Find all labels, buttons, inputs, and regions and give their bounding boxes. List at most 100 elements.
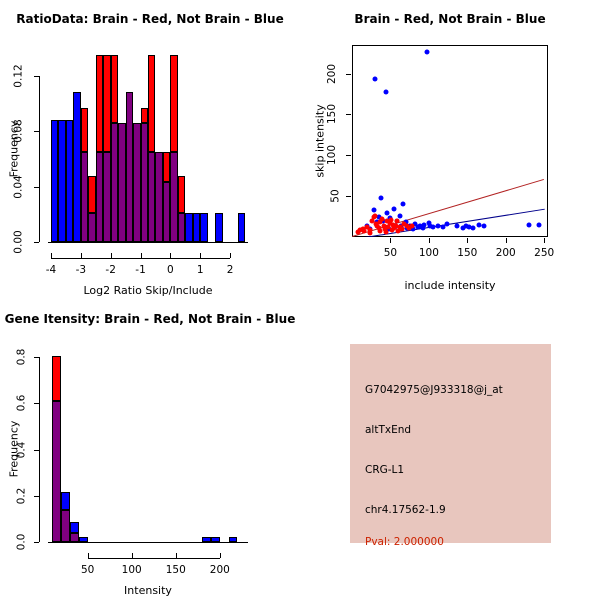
scatter-point (383, 89, 389, 95)
scatter-point (377, 219, 383, 225)
x-axis-tick (219, 553, 221, 558)
probe-id-text: G7042975@J933318@j_at (365, 384, 503, 396)
histogram-bar (200, 212, 208, 242)
histogram-bar (118, 122, 126, 242)
histogram-bar (58, 120, 66, 242)
histogram-bar (148, 55, 156, 152)
x-axis-tick-label: 200 (495, 247, 516, 259)
y-axis-tick-label-text: 100 (325, 145, 338, 166)
gene-intensity-title: Gene Itensity: Brain - Red, Not Brain - … (4, 312, 296, 326)
scatter-data-region (352, 45, 548, 237)
y-axis-tick (34, 186, 39, 188)
scatter-point (369, 218, 375, 224)
y-axis-line (39, 357, 40, 542)
scatter-point (377, 228, 383, 234)
intensity-scatter-panel: Brain - Red, Not Brain - Blue 50 100 150 20… (300, 0, 600, 300)
scatter-point (463, 223, 469, 229)
x-axis-tick (200, 253, 202, 258)
plot-baseline (48, 242, 248, 243)
histogram-bar (70, 522, 79, 533)
x-axis-tick-label: 1 (196, 264, 204, 276)
histogram-bar (177, 175, 186, 213)
y-axis-tick-label-text: 0.12 (12, 64, 25, 88)
scatter-point (389, 227, 395, 233)
histogram-bar (202, 537, 211, 542)
ratio-histogram-title: RatioData: Brain - Red, Not Brain - Blue (16, 12, 284, 26)
scatter-point (426, 220, 432, 226)
histogram-bar (52, 401, 62, 542)
scatter-point (526, 222, 532, 228)
scatter-point (376, 225, 382, 231)
histogram-bar (162, 151, 171, 183)
x-axis-title: Intensity (124, 584, 172, 597)
histogram-bar (88, 212, 96, 242)
scatter-point (395, 228, 401, 234)
y-axis-line (39, 75, 40, 242)
scatter-point (371, 207, 377, 213)
gene-info-box: G7042975@J933318@j_at altTxEnd CRG-L1 ch… (350, 344, 551, 548)
histogram-bar (73, 92, 81, 242)
y-axis-tick-label: 50 (300, 189, 342, 203)
scatter-point (384, 218, 390, 224)
histogram-bar (177, 212, 186, 242)
y-axis-title: skip intensity (313, 104, 327, 178)
gene-info-panel: G7042975@J933318@j_at altTxEnd CRG-L1 ch… (300, 300, 600, 600)
y-axis-tick (34, 242, 39, 243)
x-axis-tick (50, 253, 52, 258)
y-axis-tick-label: 0.6 (0, 395, 30, 412)
y-axis-tick-label-text: 200 (325, 63, 338, 84)
source-text: CRG-L1 (365, 464, 405, 476)
scatter-point (420, 225, 426, 231)
scatter-point (430, 224, 436, 230)
x-axis-tick-label: -1 (135, 264, 146, 276)
scatter-point (382, 226, 388, 232)
y-axis-tick (34, 131, 39, 133)
scatter-point (376, 214, 382, 220)
y-axis-tick-label-text: 150 (325, 104, 338, 125)
y-axis-tick-label: 0.2 (0, 487, 30, 504)
histogram-bar (237, 212, 245, 242)
histogram-bar (110, 55, 119, 123)
scatter-point (383, 229, 389, 235)
scatter-point (410, 226, 416, 232)
locus-text: chr4.17562-1.9 (365, 504, 446, 516)
histogram-bar (148, 151, 156, 242)
x-axis-tick (131, 553, 133, 558)
histogram-bar (140, 122, 148, 242)
x-axis-tick-label: -3 (75, 264, 87, 276)
y-axis-title: Frequency (7, 120, 21, 177)
x-axis-tick (175, 553, 177, 558)
x-axis-tick-label: -2 (105, 264, 116, 276)
histogram-bar (65, 120, 74, 242)
gene-intensity-plot: 0.0 0.2 0.4 0.6 0.8 Frequency 50 100 150 200 Inten… (0, 300, 300, 600)
x-axis-line (87, 558, 220, 559)
y-axis-tick (346, 155, 351, 157)
scatter-point (379, 216, 385, 222)
histogram-bar (192, 212, 201, 242)
histogram-bar (228, 537, 238, 542)
scatter-point (444, 221, 450, 227)
scatter-point (415, 224, 421, 230)
scatter-point (481, 223, 487, 229)
scatter-point (412, 221, 418, 227)
scatter-point (381, 223, 386, 229)
x-axis-tick-label: 250 (534, 247, 555, 259)
scatter-point (387, 220, 393, 226)
scatter-point (372, 76, 378, 82)
scatter-point (424, 49, 430, 55)
y-axis-tick (346, 114, 351, 116)
scatter-point (454, 223, 460, 229)
x-axis-tick-label: 50 (383, 247, 398, 259)
y-axis-tick (34, 495, 39, 497)
scatter-point (460, 225, 466, 231)
y-axis-tick-label: 0.12 (0, 64, 30, 87)
y-axis-tick-label-text: 50 (329, 189, 342, 203)
histogram-bar (88, 175, 96, 213)
x-axis-tick-label: 50 (80, 564, 95, 576)
histogram-bar (95, 151, 104, 242)
histogram-bar (170, 55, 178, 152)
scatter-point (390, 222, 396, 228)
intensity-scatter-title: Brain - Red, Not Brain - Blue (354, 12, 546, 26)
scatter-point (361, 228, 367, 234)
y-axis-tick-label: 0.00 (0, 230, 30, 253)
